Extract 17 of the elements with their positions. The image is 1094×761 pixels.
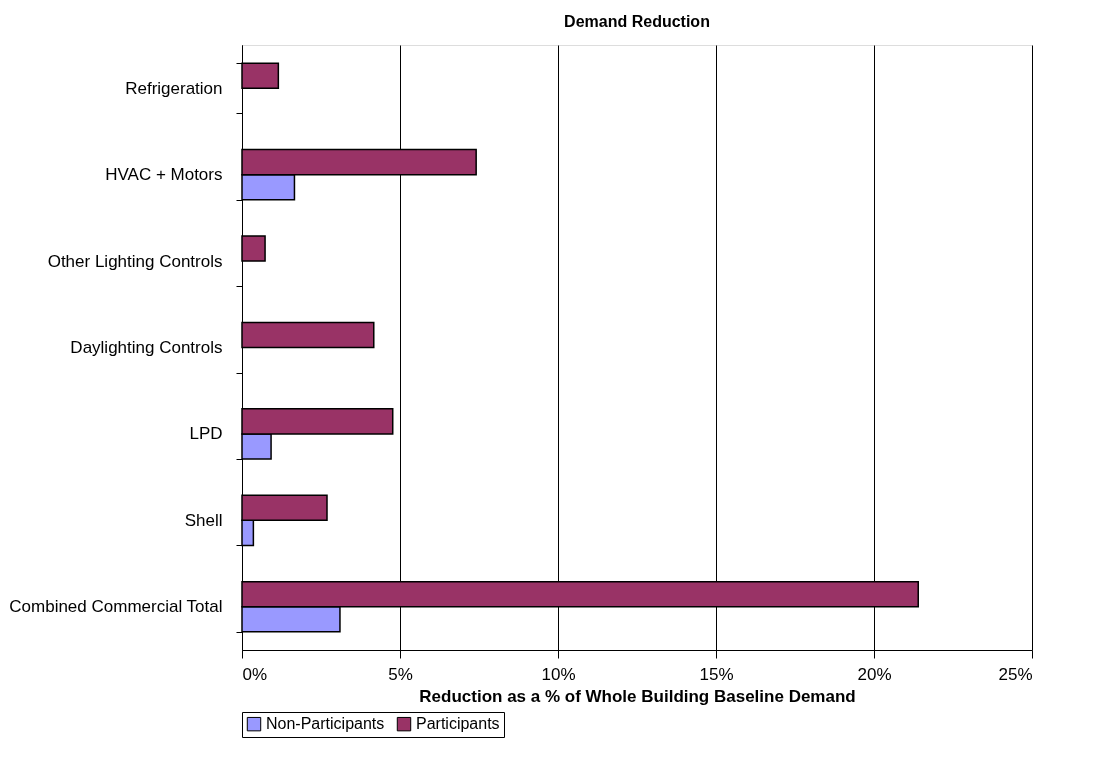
y-tick-label: Shell — [184, 510, 223, 530]
x-axis-title: Reduction as a % of Whole Building Baseline Demand — [419, 686, 856, 706]
y-tick-label: Combined Commercial Total — [9, 597, 223, 617]
y-tick-label: Other Lighting Controls — [47, 251, 223, 271]
x-tick-label: 5% — [388, 664, 413, 684]
x-tick-label: 25% — [998, 664, 1033, 684]
y-tick-label: Refrigeration — [125, 78, 223, 98]
x-tick-label: 20% — [857, 664, 892, 684]
x-tick-label: 10% — [541, 664, 576, 684]
chart-title: Demand Reduction — [564, 13, 710, 30]
x-tick-label: 15% — [699, 664, 734, 684]
x-tick-label: 0% — [242, 664, 268, 684]
y-tick-label: LPD — [189, 424, 223, 444]
y-tick-label: HVAC + Motors — [105, 165, 223, 185]
legend-label: Participants — [416, 715, 500, 733]
legend-label: Non-Participants — [266, 715, 385, 733]
y-tick-label: Daylighting Controls — [70, 338, 223, 357]
